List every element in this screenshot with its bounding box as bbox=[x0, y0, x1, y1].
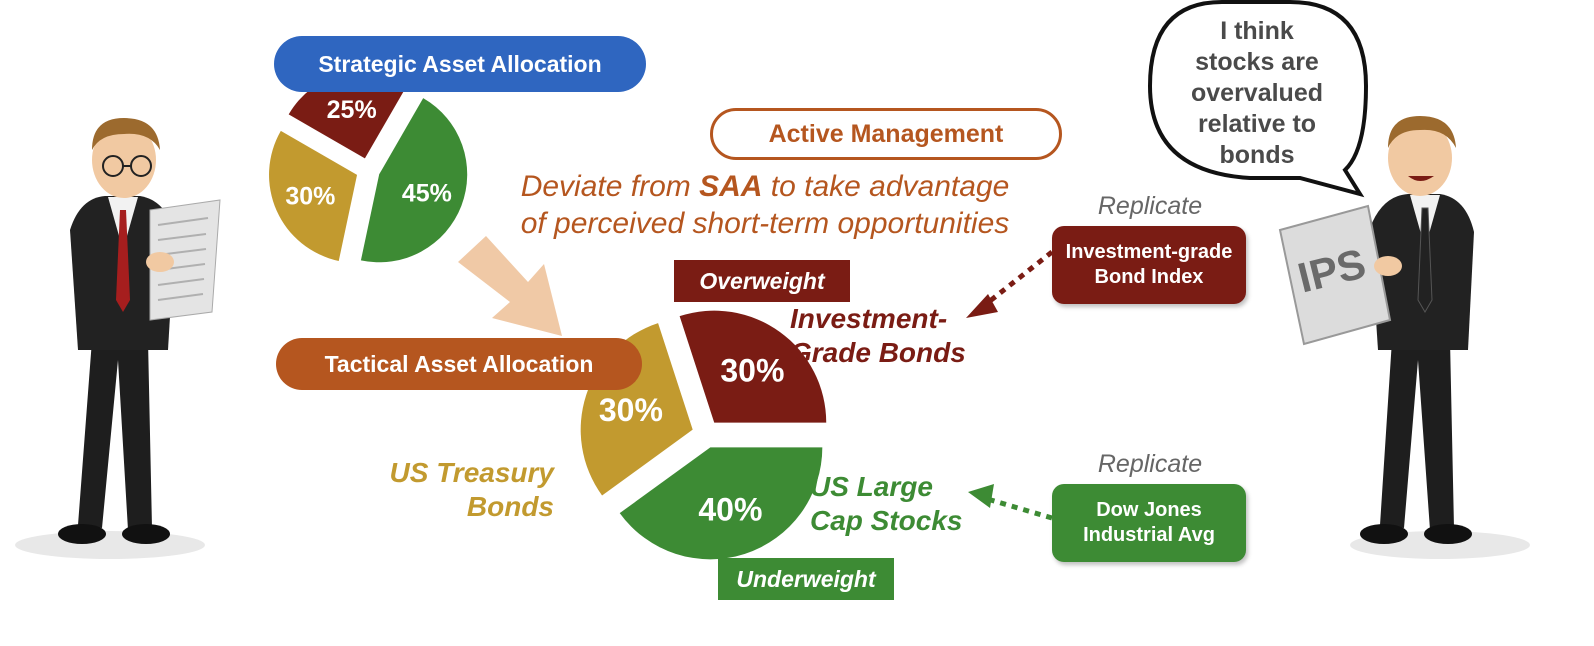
speech-line3: overvalued bbox=[1190, 79, 1323, 107]
speech-line1: I think bbox=[1220, 17, 1294, 45]
ig-bonds-line2: Grade Bonds bbox=[790, 337, 966, 368]
saa-slice-1 bbox=[360, 98, 468, 263]
speech-bubble bbox=[1147, 0, 1369, 198]
left-person-reading-newspaper-icon bbox=[15, 118, 221, 559]
saa-slice-0 bbox=[288, 70, 409, 159]
replicate-label-top: Replicate bbox=[1097, 192, 1203, 220]
speech-line4: relative to bbox=[1197, 110, 1317, 138]
replicate-arrow-stocks-head bbox=[968, 484, 994, 508]
deviate-line1-bold: SAA bbox=[699, 170, 763, 203]
transition-arrow bbox=[458, 236, 562, 336]
underweight-tag: Underweight bbox=[718, 558, 894, 600]
us-large-cap-stocks-label: US Large Cap Stocks bbox=[810, 470, 1010, 538]
replicate-arrow-bonds-head bbox=[966, 294, 998, 318]
saa-slice-label-0: 25% bbox=[327, 96, 377, 124]
saa-slice-label-1: 45% bbox=[402, 179, 452, 207]
ig-bonds-line1: Investment- bbox=[790, 303, 948, 334]
saa-slice-2 bbox=[269, 130, 358, 261]
replicate-arrow-bonds bbox=[974, 250, 1054, 314]
ig-index-line1: Investment-grade bbox=[1065, 241, 1233, 263]
saa-pie-chart: 25% 45% 30% bbox=[269, 70, 468, 263]
taa-slice-label-0: 30% bbox=[720, 352, 784, 388]
deviate-line1-pre: Deviate from bbox=[520, 170, 700, 203]
active-management-description: Deviate from SAA to take advantage of pe… bbox=[470, 168, 1060, 242]
taa-slice-label-1: 40% bbox=[698, 491, 762, 527]
investment-grade-bond-index-box: Investment-grade Bond Index bbox=[1052, 226, 1246, 304]
speech-line2: stocks are bbox=[1195, 48, 1319, 76]
saa-title: Strategic Asset Allocation bbox=[274, 36, 646, 92]
taa-slice-1 bbox=[619, 447, 823, 560]
taa-slice-label-2: 30% bbox=[599, 392, 663, 428]
speech-line5: bonds bbox=[1219, 141, 1295, 169]
deviate-line2: of perceived short-term opportunities bbox=[520, 207, 1010, 240]
deviate-line1-post: to take advantage bbox=[762, 170, 1010, 203]
largecap-line1: US Large bbox=[810, 471, 933, 502]
treasury-line2: Bonds bbox=[466, 491, 554, 522]
us-treasury-bonds-label: US Treasury Bonds bbox=[380, 456, 554, 524]
largecap-line2: Cap Stocks bbox=[810, 505, 963, 536]
saa-slice-label-2: 30% bbox=[285, 182, 335, 210]
ig-index-line2: Bond Index bbox=[1094, 266, 1204, 288]
active-management-title: Active Management bbox=[710, 108, 1062, 160]
investment-grade-bonds-label: Investment- Grade Bonds bbox=[790, 302, 1010, 370]
replicate-label-bottom: Replicate bbox=[1097, 450, 1203, 478]
dow-jones-industrial-avg-box: Dow Jones Industrial Avg bbox=[1052, 484, 1246, 562]
right-person-holding-ips-icon bbox=[1278, 116, 1530, 559]
dj-line1: Dow Jones bbox=[1096, 499, 1202, 521]
dj-line2: Industrial Avg bbox=[1083, 524, 1215, 546]
treasury-line1: US Treasury bbox=[389, 457, 554, 488]
speech-bubble-text: I think stocks are overvalued relative t… bbox=[1160, 16, 1354, 171]
overweight-tag: Overweight bbox=[674, 260, 850, 302]
taa-slice-0 bbox=[679, 310, 827, 423]
taa-title: Tactical Asset Allocation bbox=[276, 338, 642, 390]
